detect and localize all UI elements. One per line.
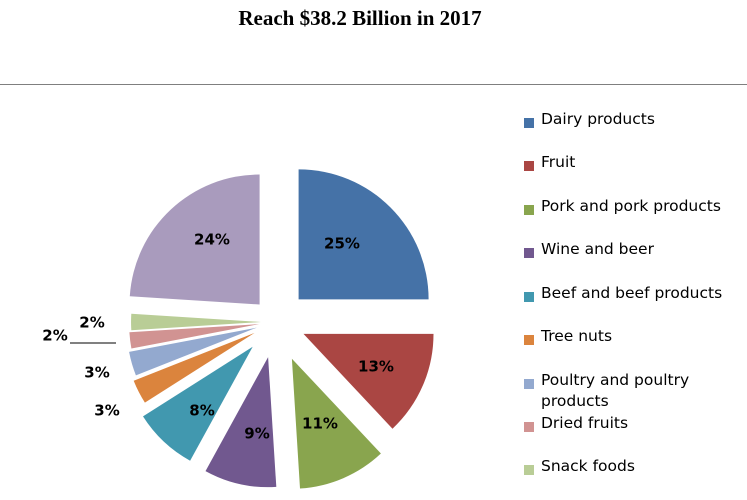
slice-label: 9% bbox=[244, 425, 269, 443]
legend-label: Dried fruits bbox=[541, 414, 629, 432]
pie-slice bbox=[298, 169, 429, 300]
slice-label: 25% bbox=[324, 235, 360, 253]
pie-slice bbox=[143, 346, 253, 461]
slice-label: 3% bbox=[84, 364, 109, 382]
legend-label: Dairy products bbox=[541, 110, 655, 128]
pie-slice bbox=[133, 332, 255, 403]
pie-slice bbox=[291, 358, 381, 489]
pie-slice bbox=[205, 357, 277, 488]
legend-label: Snack foods bbox=[541, 457, 635, 475]
legend-swatch bbox=[524, 248, 534, 258]
slice-label: 3% bbox=[94, 402, 119, 420]
legend-swatch bbox=[524, 465, 534, 475]
chart-title: Reach $38.2 Billion in 2017 bbox=[238, 6, 482, 30]
legend-label: Pork and pork products bbox=[541, 197, 721, 215]
pie-slice bbox=[303, 333, 434, 429]
pie-slice bbox=[129, 327, 257, 376]
pie-slice bbox=[131, 313, 261, 331]
slice-label: 11% bbox=[302, 415, 338, 433]
legend-label: Fruit bbox=[541, 153, 576, 171]
pie-slice bbox=[129, 324, 260, 349]
legend-swatch bbox=[524, 292, 534, 302]
legend-label: Tree nuts bbox=[541, 327, 613, 345]
legend-label: Poultry and poultry products bbox=[541, 371, 690, 410]
slice-label: 24% bbox=[194, 231, 230, 249]
legend-swatch bbox=[524, 118, 534, 128]
divider-line bbox=[0, 84, 747, 85]
legend-swatch bbox=[524, 422, 534, 432]
legend-swatch bbox=[524, 205, 534, 215]
legend-swatch bbox=[524, 379, 534, 389]
pie-chart: 25% 13% 11% 9% 8% 3% 3% 2% 2% 24% bbox=[42, 169, 434, 489]
pie-slice bbox=[129, 174, 260, 305]
legend-swatch bbox=[524, 335, 534, 345]
slice-label: 13% bbox=[358, 358, 394, 376]
legend-swatch bbox=[524, 161, 534, 171]
legend-label: Wine and beer bbox=[541, 240, 654, 258]
slice-label: 2% bbox=[42, 327, 67, 345]
slice-label: 2% bbox=[79, 314, 104, 332]
legend-label: Beef and beef products bbox=[541, 284, 723, 302]
slice-label: 8% bbox=[189, 402, 214, 420]
